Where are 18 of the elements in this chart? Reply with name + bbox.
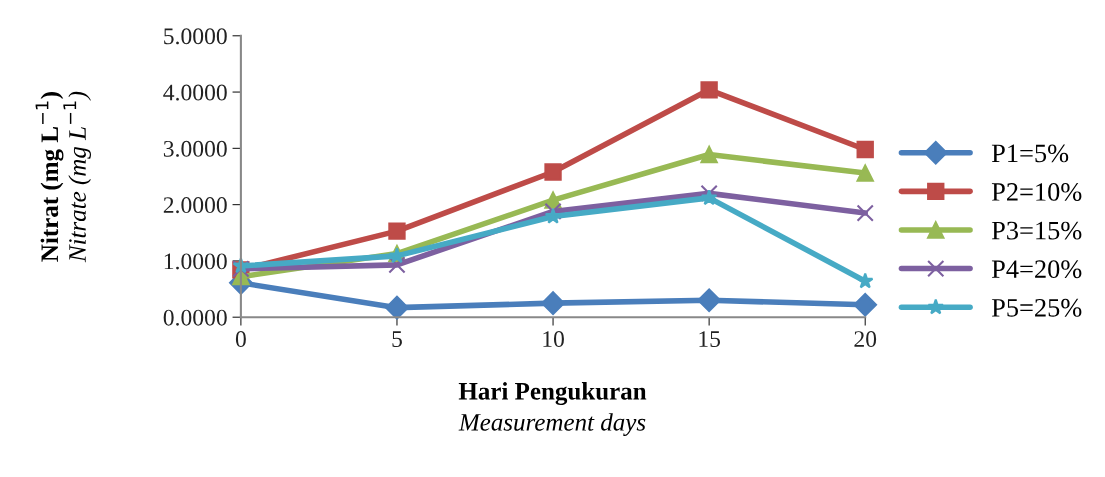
y-tick-label: 1.0000 [164,253,227,270]
x-tick-label: 0 [235,331,246,348]
y-tick-label: 4.0000 [163,84,227,101]
x-tick-label: 10 [543,331,564,348]
y-tick-label: 3.0000 [163,140,227,157]
legend-label: P4=20% [991,260,1082,279]
legend-label: P2=10% [991,183,1082,201]
y-tick-label: 2.0000 [163,197,227,214]
legend-label: P3=15% [991,221,1082,240]
legend-label: P5=25% [991,298,1082,317]
x-tick-label: 5 [392,331,402,348]
legend-label: P1=5% [991,144,1069,163]
y-tick-label: 0.0000 [163,309,227,326]
y-axis-title: Nitrat (mg L$^{−1}$) Nitrate (mg L$^{−1}$) [35,91,91,263]
x-tick-label: 15 [699,331,721,348]
x-tick-label: 20 [854,331,877,348]
y-tick-label: 5.0000 [164,28,227,45]
x-axis-title: Hari Pengukuran Measurement days [458,382,647,436]
